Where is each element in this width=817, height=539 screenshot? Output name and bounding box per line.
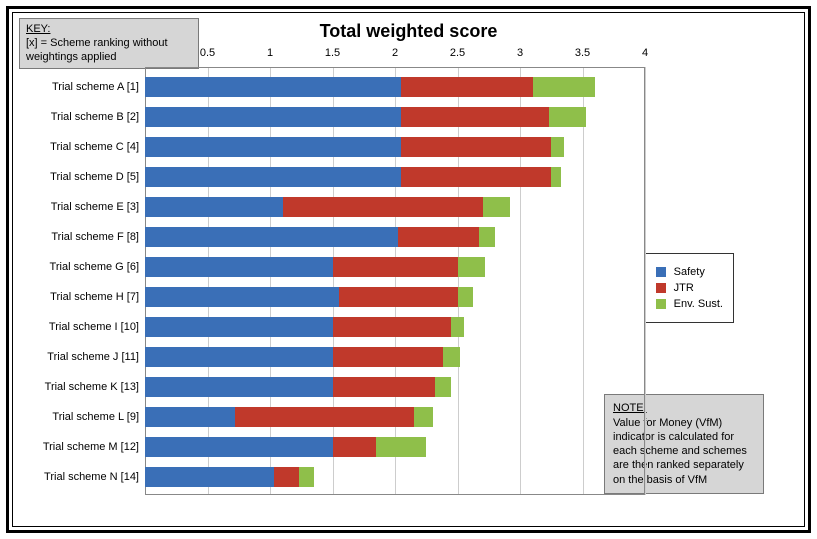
bar-row: Trial scheme K [13] <box>145 377 645 397</box>
bar-segment-safety <box>145 347 333 367</box>
legend: Safety JTR Env. Sust. <box>645 253 734 323</box>
legend-swatch-jtr <box>656 283 666 293</box>
plot-area: 0.511.522.533.54 Trial scheme A [1]Trial… <box>145 67 645 507</box>
bar-segment-env <box>458 287 473 307</box>
category-label: Trial scheme N [14] <box>13 471 145 483</box>
bar-segment-safety <box>145 227 398 247</box>
bar-row: Trial scheme L [9] <box>145 407 645 427</box>
bar-segment-jtr <box>333 257 458 277</box>
x-axis-tick-label: 1.5 <box>325 47 340 59</box>
x-axis-tick-label: 0.5 <box>200 47 215 59</box>
bar-row: Trial scheme A [1] <box>145 77 645 97</box>
legend-label: Safety <box>674 266 705 278</box>
bar-segment-jtr <box>333 347 443 367</box>
bar-segment-safety <box>145 257 333 277</box>
bar-segment-jtr <box>333 317 452 337</box>
x-axis-tick-label: 2.5 <box>450 47 465 59</box>
key-text: [x] = Scheme ranking without weightings … <box>26 37 168 63</box>
category-label: Trial scheme H [7] <box>13 291 145 303</box>
key-box: KEY: [x] = Scheme ranking without weight… <box>19 18 199 69</box>
bar-segment-safety <box>145 377 333 397</box>
category-label: Trial scheme G [6] <box>13 261 145 273</box>
bar-row: Trial scheme C [4] <box>145 137 645 157</box>
category-label: Trial scheme B [2] <box>13 111 145 123</box>
bar-segment-safety <box>145 137 401 157</box>
category-label: Trial scheme D [5] <box>13 171 145 183</box>
legend-swatch-env <box>656 299 666 309</box>
legend-swatch-safety <box>656 267 666 277</box>
bar-segment-jtr <box>401 107 549 127</box>
bar-segment-env <box>414 407 433 427</box>
bar-segment-safety <box>145 77 401 97</box>
bar-row: Trial scheme D [5] <box>145 167 645 187</box>
category-label: Trial scheme K [13] <box>13 381 145 393</box>
bar-segment-env <box>451 317 464 337</box>
bar-segment-jtr <box>274 467 299 487</box>
bar-segment-env <box>533 77 596 97</box>
legend-label: JTR <box>674 282 694 294</box>
bar-row: Trial scheme H [7] <box>145 287 645 307</box>
bar-row: Trial scheme E [3] <box>145 197 645 217</box>
bar-row: Trial scheme B [2] <box>145 107 645 127</box>
gridline <box>645 67 646 495</box>
bar-row: Trial scheme F [8] <box>145 227 645 247</box>
category-label: Trial scheme I [10] <box>13 321 145 333</box>
category-label: Trial scheme M [12] <box>13 441 145 453</box>
category-label: Trial scheme F [8] <box>13 231 145 243</box>
legend-label: Env. Sust. <box>674 298 723 310</box>
x-axis-tick-label: 2 <box>392 47 398 59</box>
inner-border: Total weighted score KEY: [x] = Scheme r… <box>12 12 805 527</box>
x-axis-tick-label: 3 <box>517 47 523 59</box>
bar-segment-safety <box>145 407 235 427</box>
bar-segment-env <box>551 167 561 187</box>
bar-segment-safety <box>145 107 401 127</box>
legend-item: Safety <box>656 266 723 278</box>
bar-segment-env <box>435 377 451 397</box>
bar-row: Trial scheme J [11] <box>145 347 645 367</box>
bar-segment-jtr <box>398 227 479 247</box>
category-label: Trial scheme J [11] <box>13 351 145 363</box>
bar-segment-jtr <box>333 437 377 457</box>
category-label: Trial scheme L [9] <box>13 411 145 423</box>
legend-item: JTR <box>656 282 723 294</box>
key-header: KEY: <box>26 23 50 35</box>
outer-border: Total weighted score KEY: [x] = Scheme r… <box>6 6 811 533</box>
x-axis-tick-label: 1 <box>267 47 273 59</box>
bar-segment-env <box>443 347 461 367</box>
category-label: Trial scheme C [4] <box>13 141 145 153</box>
bar-segment-env <box>549 107 587 127</box>
bar-segment-jtr <box>401 77 532 97</box>
bar-segment-jtr <box>339 287 458 307</box>
bar-segment-safety <box>145 197 283 217</box>
x-axis-tick-label: 3.5 <box>575 47 590 59</box>
bar-row: Trial scheme M [12] <box>145 437 645 457</box>
bar-segment-safety <box>145 467 274 487</box>
bar-row: Trial scheme N [14] <box>145 467 645 487</box>
bar-segment-jtr <box>401 137 551 157</box>
bar-segment-env <box>551 137 564 157</box>
bar-row: Trial scheme G [6] <box>145 257 645 277</box>
page: Total weighted score KEY: [x] = Scheme r… <box>0 0 817 539</box>
bar-segment-jtr <box>333 377 436 397</box>
bar-segment-env <box>458 257 486 277</box>
bar-segment-safety <box>145 317 333 337</box>
bar-segment-jtr <box>401 167 551 187</box>
x-axis-tick-label: 4 <box>642 47 648 59</box>
bar-segment-env <box>483 197 511 217</box>
bar-row: Trial scheme I [10] <box>145 317 645 337</box>
bar-segment-safety <box>145 437 333 457</box>
bar-segment-safety <box>145 167 401 187</box>
legend-item: Env. Sust. <box>656 298 723 310</box>
bar-segment-jtr <box>283 197 483 217</box>
bar-segment-jtr <box>235 407 414 427</box>
bar-segment-env <box>299 467 314 487</box>
category-label: Trial scheme E [3] <box>13 201 145 213</box>
category-label: Trial scheme A [1] <box>13 81 145 93</box>
bar-segment-env <box>479 227 495 247</box>
bar-segment-env <box>376 437 426 457</box>
bars-container: Trial scheme A [1] Trial scheme B [2] Tria… <box>145 77 645 495</box>
bar-segment-safety <box>145 287 339 307</box>
